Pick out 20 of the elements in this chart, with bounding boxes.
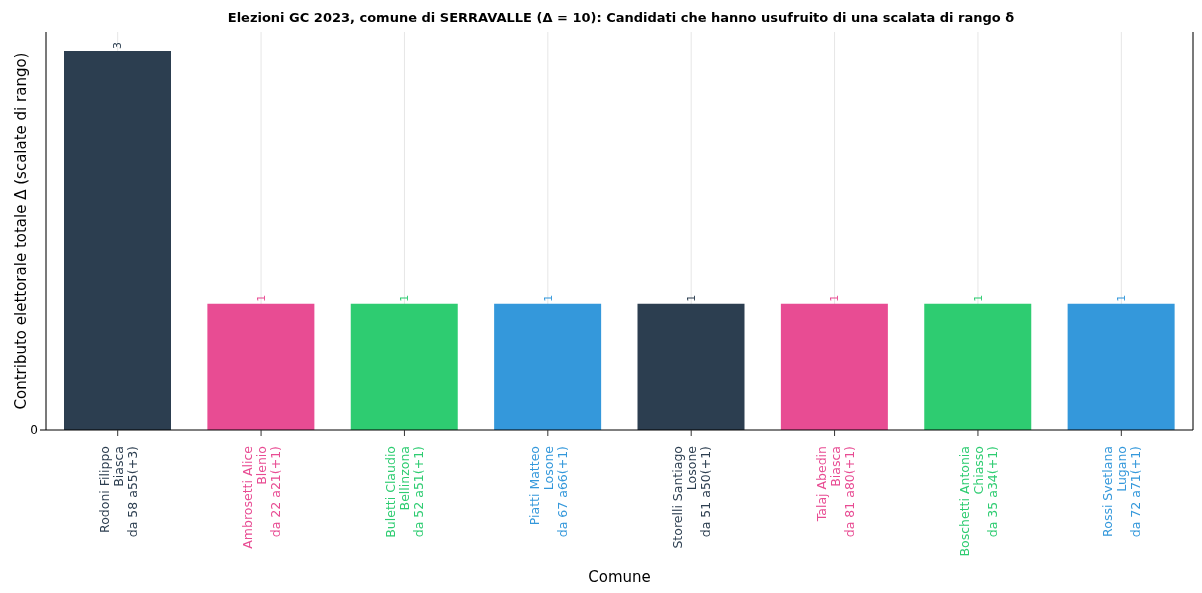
x-axis-title: Comune xyxy=(588,568,651,586)
x-tick-label: Rodoni Filippo Biasca da 58 a55(+3) xyxy=(96,446,140,538)
text: 0 xyxy=(30,423,38,438)
x-tick-label: Talaj Abedin Biasca da 81 a80(+1) xyxy=(813,446,857,538)
y-axis-title: Contributo elettorale totale Δ (scalate di rango) xyxy=(12,52,30,410)
x-tick-label: Buletti Claudio Bellinzona da 52 a51(+1) xyxy=(383,446,427,538)
data-label: 3 xyxy=(111,41,125,49)
data-label: 1 xyxy=(254,294,268,302)
data-label: 1 xyxy=(541,294,555,302)
data-label: 1 xyxy=(971,294,985,302)
x-tick-label: Rossi Svetlana Lugano da 72 a71(+1) xyxy=(1100,446,1144,538)
x-tick-label: Piatti Matteo Losone da 67 a66(+1) xyxy=(526,445,570,538)
data-label: 1 xyxy=(1115,294,1129,302)
data-label: 1 xyxy=(828,294,842,302)
x-tick-label: Boschetti Antonia Chiasso da 35 a34(+1) xyxy=(956,446,1000,557)
x-tick-label: Ambrosetti Alice Blenio da 22 a21(+1) xyxy=(240,445,284,549)
data-label: 1 xyxy=(398,294,412,302)
data-label: 1 xyxy=(685,294,698,302)
x-tick-label: Storelli Santiago Losone da 51 a50(+1) xyxy=(670,445,714,549)
chart-title: Elezioni GC 2023, comune di SERRAVALLE (Δ = 10): Candidati che hanno usufruito di una scalata di rango δ xyxy=(226,9,1016,27)
